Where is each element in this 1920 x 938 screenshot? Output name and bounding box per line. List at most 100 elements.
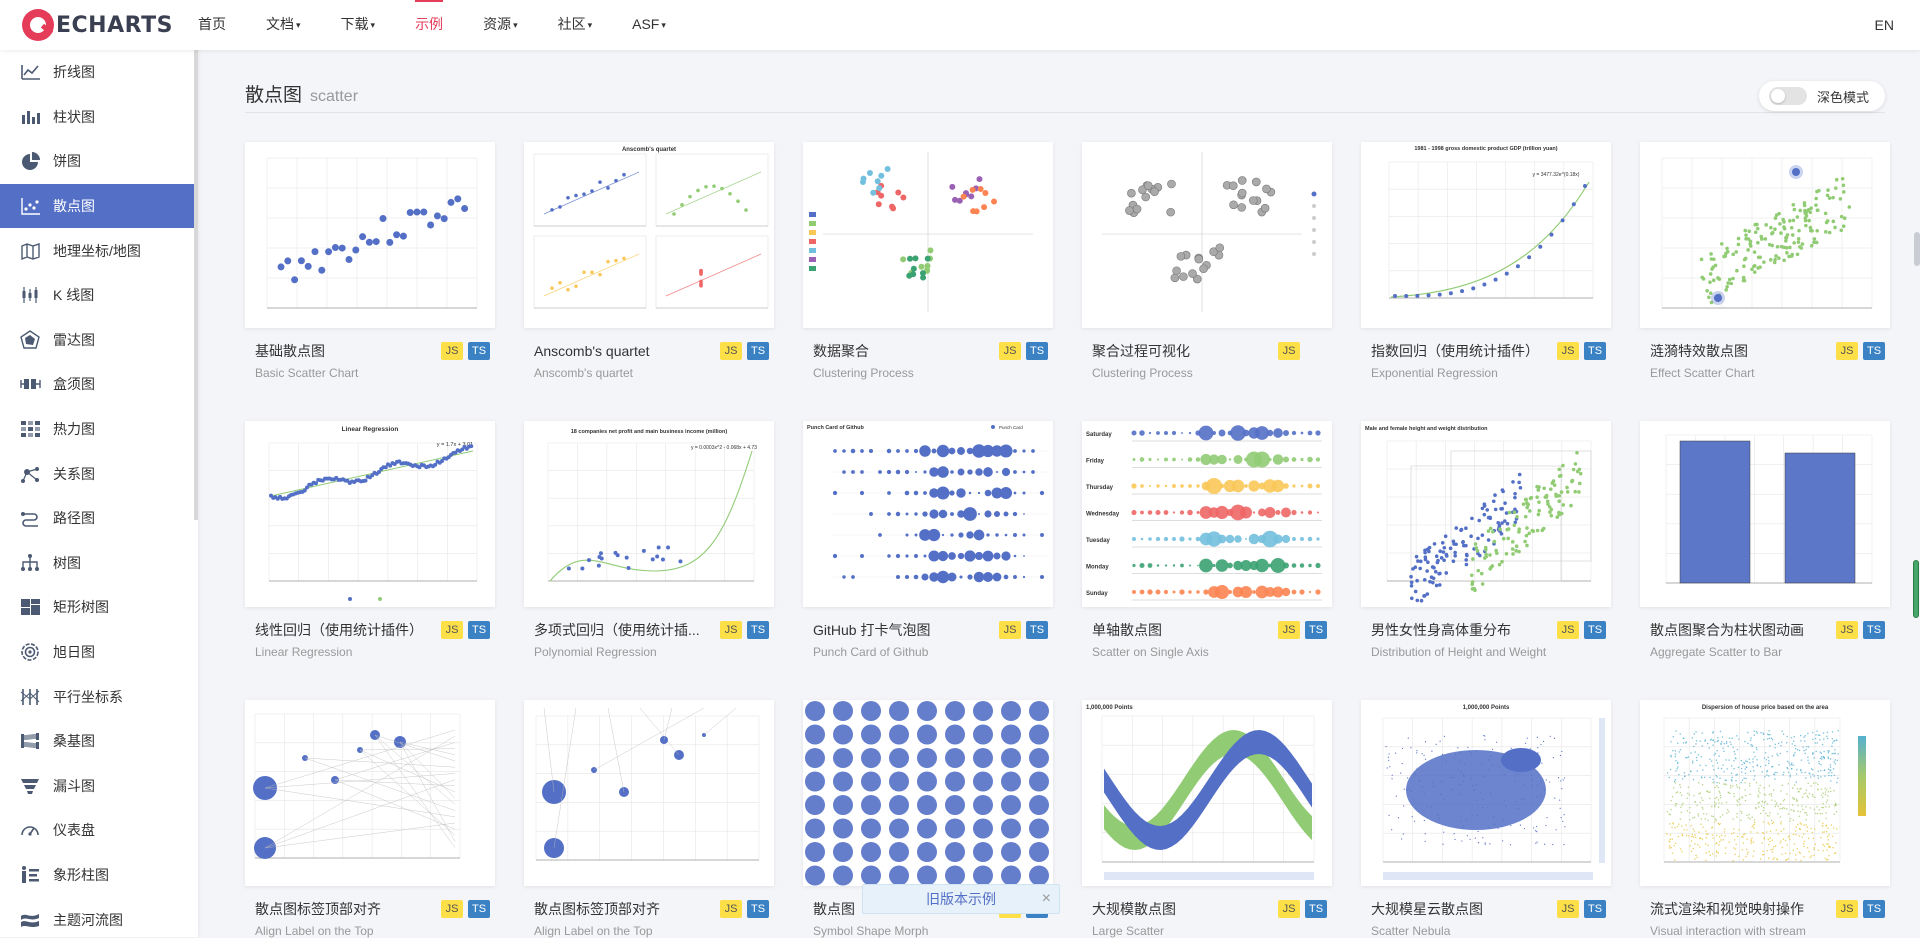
example-card[interactable]: Saturday Friday Thursday Wednesday Tuesday Mo… <box>1082 421 1332 659</box>
ts-badge[interactable]: TS <box>1863 342 1885 360</box>
ts-badge[interactable]: TS <box>747 342 769 360</box>
example-title[interactable]: 指数回归（使用统计插件） <box>1371 343 1539 359</box>
example-card[interactable]: 散点图标签顶部对齐 JS TS Align Label on the Top <box>524 700 774 938</box>
old-version-banner[interactable]: 旧版本示例 × <box>862 884 1060 914</box>
example-title[interactable]: 涟漪特效散点图 <box>1650 343 1748 359</box>
sidebar-item-13[interactable]: 旭日图 <box>0 630 198 675</box>
sidebar-item-17[interactable]: 仪表盘 <box>0 808 198 853</box>
toggle-switch-icon[interactable] <box>1769 87 1807 105</box>
ts-badge[interactable]: TS <box>747 621 769 639</box>
example-title[interactable]: 基础散点图 <box>255 343 325 359</box>
js-badge[interactable]: JS <box>1557 342 1579 360</box>
example-thumbnail[interactable]: Punch Card of Github Punch Card <box>803 421 1053 607</box>
example-card[interactable]: 散点图JSTSSymbol Shape Morph <box>803 700 1053 938</box>
ts-badge[interactable]: TS <box>1584 621 1606 639</box>
sidebar-item-14[interactable]: 平行坐标系 <box>0 674 198 719</box>
ts-badge[interactable]: TS <box>1863 900 1885 918</box>
example-thumbnail[interactable]: Male and female height and weight distri… <box>1361 421 1611 607</box>
example-card[interactable]: 基础散点图 JS TS Basic Scatter Chart <box>245 142 495 380</box>
example-thumbnail[interactable] <box>524 700 774 886</box>
example-title[interactable]: 大规模散点图 <box>1092 901 1176 917</box>
example-title[interactable]: 流式渲染和视觉映射操作 <box>1650 901 1804 917</box>
example-card[interactable]: 1,000,000 Points 大规模星云散点图 JS TS Scatter Nebu… <box>1361 700 1611 938</box>
ts-badge[interactable]: TS <box>1305 900 1327 918</box>
example-card[interactable]: 数据聚合 JS TS Clustering Process <box>803 142 1053 380</box>
example-title[interactable]: 聚合过程可视化 <box>1092 343 1190 359</box>
sidebar-item-10[interactable]: 路径图 <box>0 496 198 541</box>
sidebar-item-15[interactable]: 桑基图 <box>0 719 198 764</box>
example-card[interactable]: Linear Regression y = 1.7x + 3.01 线性回归（使用统… <box>245 421 495 659</box>
example-title[interactable]: GitHub 打卡气泡图 <box>813 622 931 638</box>
js-badge[interactable]: JS <box>1278 342 1300 360</box>
sidebar-item-5[interactable]: K 线图 <box>0 273 198 318</box>
example-card[interactable]: Male and female height and weight distri… <box>1361 421 1611 659</box>
nav-item-2[interactable]: 下载 ▾ <box>341 0 376 50</box>
language-switch[interactable]: EN <box>1874 17 1894 33</box>
example-title[interactable]: 大规模星云散点图 <box>1371 901 1483 917</box>
example-title[interactable]: 多项式回归（使用统计插... <box>534 622 700 638</box>
example-thumbnail[interactable]: 1,000,000 Points <box>1361 700 1611 886</box>
nav-item-4[interactable]: 资源 ▾ <box>483 0 518 50</box>
js-badge[interactable]: JS <box>441 621 463 639</box>
nav-item-6[interactable]: ASF ▾ <box>632 0 666 50</box>
js-badge[interactable]: JS <box>1557 621 1579 639</box>
ts-badge[interactable]: TS <box>1863 621 1885 639</box>
example-thumbnail[interactable] <box>1640 421 1890 607</box>
js-badge[interactable]: JS <box>1557 900 1579 918</box>
sidebar-item-2[interactable]: 饼图 <box>0 139 198 184</box>
example-thumbnail[interactable] <box>803 700 1053 886</box>
ts-badge[interactable]: TS <box>1584 900 1606 918</box>
sidebar-item-12[interactable]: 矩形树图 <box>0 585 198 630</box>
sidebar-item-4[interactable]: 地理坐标/地图 <box>0 228 198 273</box>
echarts-logo[interactable]: ECHARTS <box>22 9 173 41</box>
example-card[interactable]: 1981 - 1998 gross domestic product GDP (… <box>1361 142 1611 380</box>
ts-badge[interactable]: TS <box>1026 342 1048 360</box>
example-card[interactable]: Dispersion of house price based on the a… <box>1640 700 1890 938</box>
example-card[interactable]: 18 companies net profit and main busines… <box>524 421 774 659</box>
js-badge[interactable]: JS <box>720 621 742 639</box>
example-card[interactable]: 1,000,000 Points 大规模散点图 JS TS Large Scatter <box>1082 700 1332 938</box>
example-thumbnail[interactable] <box>245 142 495 328</box>
ts-badge[interactable]: TS <box>1305 621 1327 639</box>
js-badge[interactable]: JS <box>999 342 1021 360</box>
js-badge[interactable]: JS <box>720 900 742 918</box>
sidebar-scrollbar[interactable] <box>194 50 198 520</box>
sidebar-item-16[interactable]: 漏斗图 <box>0 764 198 809</box>
example-thumbnail[interactable] <box>245 700 495 886</box>
dark-mode-toggle[interactable]: 深色模式 <box>1759 81 1885 111</box>
sidebar-item-0[interactable]: 折线图 <box>0 50 198 95</box>
page-scrollbar[interactable] <box>1914 232 1920 266</box>
example-thumbnail[interactable] <box>1082 142 1332 328</box>
example-card[interactable]: 涟漪特效散点图 JS TS Effect Scatter Chart <box>1640 142 1890 380</box>
ts-badge[interactable]: TS <box>1026 621 1048 639</box>
example-thumbnail[interactable]: 18 companies net profit and main busines… <box>524 421 774 607</box>
example-card[interactable]: Punch Card of Github Punch Card GitHub 打卡气… <box>803 421 1053 659</box>
example-card[interactable]: 散点图标签顶部对齐 JS TS Align Label on the Top <box>245 700 495 938</box>
js-badge[interactable]: JS <box>441 900 463 918</box>
example-title[interactable]: 男性女性身高体重分布 <box>1371 622 1511 638</box>
example-title[interactable]: Anscomb's quartet <box>534 343 650 359</box>
ts-badge[interactable]: TS <box>468 900 490 918</box>
example-thumbnail[interactable]: Saturday Friday Thursday Wednesday Tuesday Mo… <box>1082 421 1332 607</box>
nav-item-5[interactable]: 社区 ▾ <box>558 0 593 50</box>
example-card[interactable]: 聚合过程可视化 JS Clustering Process <box>1082 142 1332 380</box>
sidebar-item-19[interactable]: 主题河流图 <box>0 897 198 937</box>
sidebar-item-18[interactable]: 象形柱图 <box>0 853 198 898</box>
example-card[interactable]: Anscomb's quartet Anscomb's quartet JS TS An… <box>524 142 774 380</box>
example-title[interactable]: 数据聚合 <box>813 343 869 359</box>
example-thumbnail[interactable]: 1,000,000 Points <box>1082 700 1332 886</box>
close-icon[interactable]: × <box>1041 890 1051 907</box>
sidebar-item-6[interactable]: 雷达图 <box>0 318 198 363</box>
example-thumbnail[interactable]: Anscomb's quartet <box>524 142 774 328</box>
example-title[interactable]: 散点图标签顶部对齐 <box>534 901 660 917</box>
sidebar-item-8[interactable]: 热力图 <box>0 407 198 452</box>
js-badge[interactable]: JS <box>999 621 1021 639</box>
example-thumbnail[interactable] <box>1640 142 1890 328</box>
sidebar-item-1[interactable]: 柱状图 <box>0 95 198 140</box>
nav-item-1[interactable]: 文档 ▾ <box>266 0 301 50</box>
example-thumbnail[interactable]: Linear Regression y = 1.7x + 3.01 <box>245 421 495 607</box>
example-title[interactable]: 散点图聚合为柱状图动画 <box>1650 622 1804 638</box>
example-title[interactable]: 单轴散点图 <box>1092 622 1162 638</box>
ts-badge[interactable]: TS <box>468 342 490 360</box>
example-card[interactable]: 散点图聚合为柱状图动画 JS TS Aggregate Scatter to Bar <box>1640 421 1890 659</box>
